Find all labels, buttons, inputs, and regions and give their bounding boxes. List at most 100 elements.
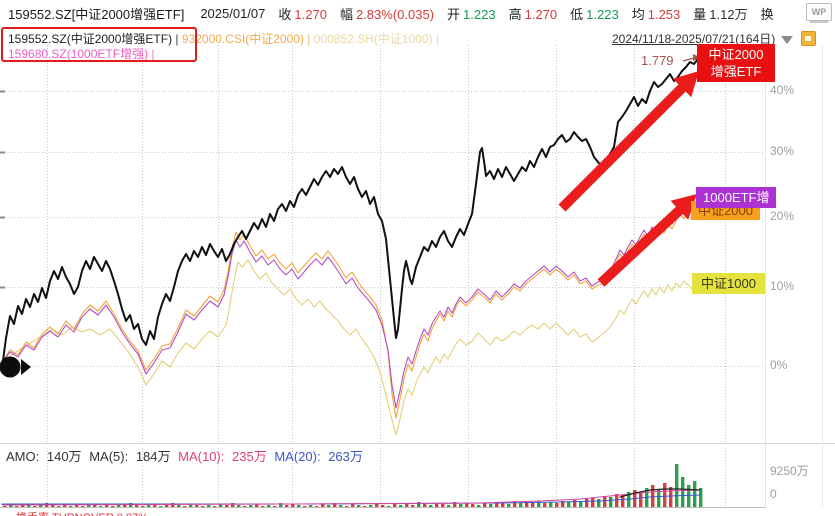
amo-value: 140万 <box>46 449 82 464</box>
red-annotation-arrow <box>597 194 697 287</box>
volume-bar <box>93 505 97 507</box>
last-price-pointer <box>682 57 695 62</box>
volume-bar <box>459 504 463 507</box>
volume-bar <box>381 505 385 507</box>
y-axis-label: 30% <box>770 144 795 158</box>
volume-bar <box>543 503 547 507</box>
date-range-control[interactable]: 2024/11/18-2025/07/21(164日) <box>612 30 817 47</box>
volume-bar <box>111 506 115 507</box>
volume-bar <box>225 505 229 507</box>
volume-bar <box>333 503 337 507</box>
date-range-text[interactable]: 2024/11/18-2025/07/21(164日) <box>612 32 776 46</box>
volume-bar <box>201 506 205 507</box>
volume-bar <box>141 506 145 507</box>
legend-row-2: 159680.SZ(1000ETF增强) | <box>8 45 155 62</box>
symbol-title: 159552.SZ[中证2000增强ETF] <box>8 6 185 22</box>
volume-bar <box>327 505 331 507</box>
volume-bar <box>267 505 271 507</box>
volume-overlay-line <box>619 488 701 498</box>
volume-bar <box>345 506 349 507</box>
y-axis-label: 40% <box>770 83 795 97</box>
wp-watermark-icon: WP <box>806 3 832 21</box>
volume-bar <box>33 506 37 507</box>
quote-field-幅: 幅 2.83%(0.035) <box>339 6 435 22</box>
volume-bar <box>399 505 403 507</box>
volume-bar <box>159 506 163 507</box>
quote-date: 2025/01/07 <box>200 5 266 21</box>
quote-field-收: 收 1.270 <box>278 6 327 22</box>
badge-zz1000-index: 中证1000 <box>692 273 765 294</box>
quote-field-低: 低 1.223 <box>570 6 619 22</box>
volume-bar <box>273 506 277 507</box>
volume-bar <box>303 506 307 507</box>
volume-bar <box>567 502 571 507</box>
ma20-value: 263万 <box>328 449 363 464</box>
volume-axis-max-label: 9250万 <box>770 464 809 478</box>
legend-item[interactable]: 932000.CSI(中证2000) <box>181 32 304 46</box>
last-price-label: 1.779 <box>641 53 674 68</box>
amo-label: AMO: <box>6 449 40 464</box>
volume-bar <box>297 505 301 507</box>
volume-bar <box>369 505 373 507</box>
volume-bar <box>9 505 13 507</box>
timeline-play-button[interactable] <box>0 356 21 378</box>
volume-bar <box>639 493 643 507</box>
volume-bar <box>411 505 415 507</box>
volume-bar <box>321 504 325 507</box>
y-axis-label: 20% <box>770 209 795 223</box>
badge-1000etf-enhanced: 1000ETF增 <box>696 187 777 208</box>
volume-bar <box>471 504 475 507</box>
gold-tool-icon[interactable] <box>801 31 817 46</box>
volume-bar <box>261 506 265 507</box>
series-line-000852.SH <box>1 259 701 436</box>
volume-stats-row: AMO: 140万 MA(5): 184万 MA(10): 235万 MA(20… <box>6 446 367 465</box>
volume-bar <box>465 503 469 507</box>
volume-bar <box>87 504 91 507</box>
play-icon[interactable] <box>21 359 31 375</box>
volume-bar <box>429 505 433 507</box>
volume-bar <box>243 506 247 507</box>
volume-bar <box>231 503 235 507</box>
volume-bar <box>573 500 577 507</box>
volume-bar <box>339 505 343 507</box>
volume-bar <box>315 506 319 507</box>
quote-field-量: 量 1.12万 <box>693 6 748 22</box>
ma5-value: 184万 <box>135 449 171 464</box>
volume-bar <box>309 505 313 507</box>
legend-item[interactable]: 159552.SZ(中证2000增强ETF) <box>8 32 173 46</box>
ma5-label: MA(5): <box>89 449 129 464</box>
legend-row-1: 159552.SZ(中证2000增强ETF) | 932000.CSI(中证20… <box>8 30 439 47</box>
chevron-down-icon[interactable] <box>781 35 794 44</box>
volume-bar <box>579 501 583 507</box>
volume-bar <box>147 505 151 507</box>
volume-bar <box>435 503 439 507</box>
quote-field-均: 均 1.253 <box>631 6 681 22</box>
volume-bar <box>507 504 511 507</box>
volume-bar <box>207 505 211 507</box>
volume-bar <box>291 504 295 507</box>
ma20-label: MA(20): <box>274 449 321 464</box>
volume-bar <box>393 503 397 507</box>
volume-bar <box>57 506 61 507</box>
volume-bar <box>453 502 457 507</box>
legend-item[interactable]: 000852.SH(中证1000) <box>313 32 433 46</box>
volume-bar <box>375 504 379 507</box>
volume-bar <box>3 506 7 507</box>
volume-bar <box>675 464 679 507</box>
volume-bar <box>237 505 241 507</box>
legend-item[interactable]: 159680.SZ(1000ETF增强) <box>8 47 149 61</box>
volume-bar <box>183 506 187 507</box>
volume-bar <box>657 489 661 507</box>
turnover-row-clipped: 换手率 TURNOVER 0.07% <box>16 509 148 516</box>
ma10-label: MA(10): <box>178 449 225 464</box>
volume-bar <box>171 503 175 507</box>
volume-bar <box>195 505 199 507</box>
y-axis-label: 0% <box>770 358 788 372</box>
volume-bar <box>405 504 409 507</box>
volume-bar <box>123 505 127 507</box>
volume-bar <box>483 503 487 507</box>
volume-bar <box>51 505 55 507</box>
volume-bar <box>105 505 109 507</box>
